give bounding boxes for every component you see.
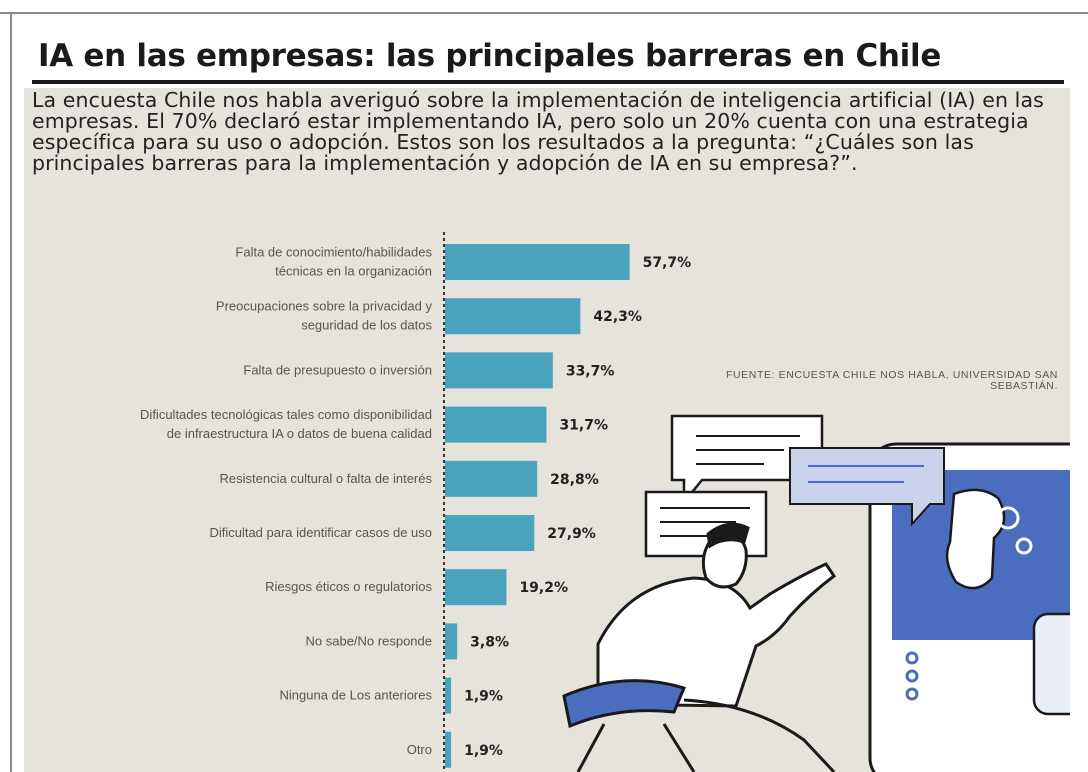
- person-icon: [562, 522, 837, 772]
- bar-8: [445, 677, 452, 714]
- bar-0: [445, 244, 630, 280]
- gear-icon: [1015, 537, 1033, 555]
- title-band: [24, 24, 1070, 88]
- data-label-9: 1,9%: [464, 743, 503, 759]
- bar-3: [445, 406, 547, 443]
- category-label-7-line-0: No sabe/No responde: [306, 633, 432, 648]
- data-label-8: 1,9%: [464, 689, 503, 705]
- category-label-6-line-0: Riesgos éticos o regulatorios: [265, 579, 432, 594]
- bar-4: [445, 460, 538, 497]
- category-label-5-line-0: Dificultad para identificar casos de uso: [209, 525, 432, 540]
- data-label-0: 57,7%: [643, 255, 692, 271]
- monitor-icon: [868, 442, 1070, 772]
- data-label-4: 28,8%: [550, 472, 599, 488]
- data-label-2: 33,7%: [566, 363, 615, 379]
- category-label-9-line-0: Otro: [407, 742, 432, 757]
- category-label-2-line-0: Falta de presupuesto o inversión: [243, 362, 432, 377]
- person-with-robot-illustration: [562, 414, 1070, 772]
- data-label-1: 42,3%: [593, 309, 642, 325]
- category-label-0-line-0: Falta de conocimiento/habilidades: [235, 245, 432, 260]
- page-title: IA en las empresas: las principales barr…: [38, 38, 942, 74]
- title-divider: [32, 80, 1064, 84]
- intro-paragraph: La encuesta Chile nos habla averiguó sob…: [32, 88, 1044, 175]
- category-label-8-line-0: Ninguna de Los anteriores: [280, 688, 433, 703]
- data-label-7: 3,8%: [470, 634, 509, 650]
- data-label-3: 31,7%: [559, 418, 608, 434]
- category-label-1-line-0: Preocupaciones sobre la privacidad y: [216, 299, 433, 314]
- category-label-0-line-1: técnicas en la organización: [275, 264, 432, 279]
- bar-5: [445, 515, 535, 551]
- bar-9: [445, 731, 452, 768]
- top-border: [0, 12, 1088, 14]
- category-label-4-line-0: Resistencia cultural o falta de interés: [220, 471, 433, 486]
- chat-bubble-icon: [789, 447, 945, 527]
- data-label-6: 19,2%: [519, 580, 568, 596]
- gear-icon: [996, 506, 1020, 530]
- bar-7: [445, 623, 458, 660]
- bar-1: [445, 298, 581, 335]
- bar-2: [445, 352, 553, 389]
- category-label-1-line-1: seguridad de los datos: [301, 318, 432, 333]
- robot-face-icon: [945, 488, 1006, 590]
- data-label-5: 27,9%: [547, 526, 596, 542]
- category-label-3-line-1: de infraestructura IA o datos de buena c…: [167, 426, 432, 441]
- left-border: [10, 14, 12, 772]
- bar-chart: 57,7% Falta de conocimiento/habilidades té…: [140, 232, 1070, 772]
- source-note: FUENTE: ENCUESTA CHILE NOS HABLA, UNIVER…: [725, 369, 1058, 392]
- infographic-panel: IA en las empresas: las principales barr…: [24, 24, 1070, 772]
- bar-6: [445, 569, 507, 606]
- category-label-3-line-0: Dificultades tecnológicas tales como dis…: [140, 407, 432, 422]
